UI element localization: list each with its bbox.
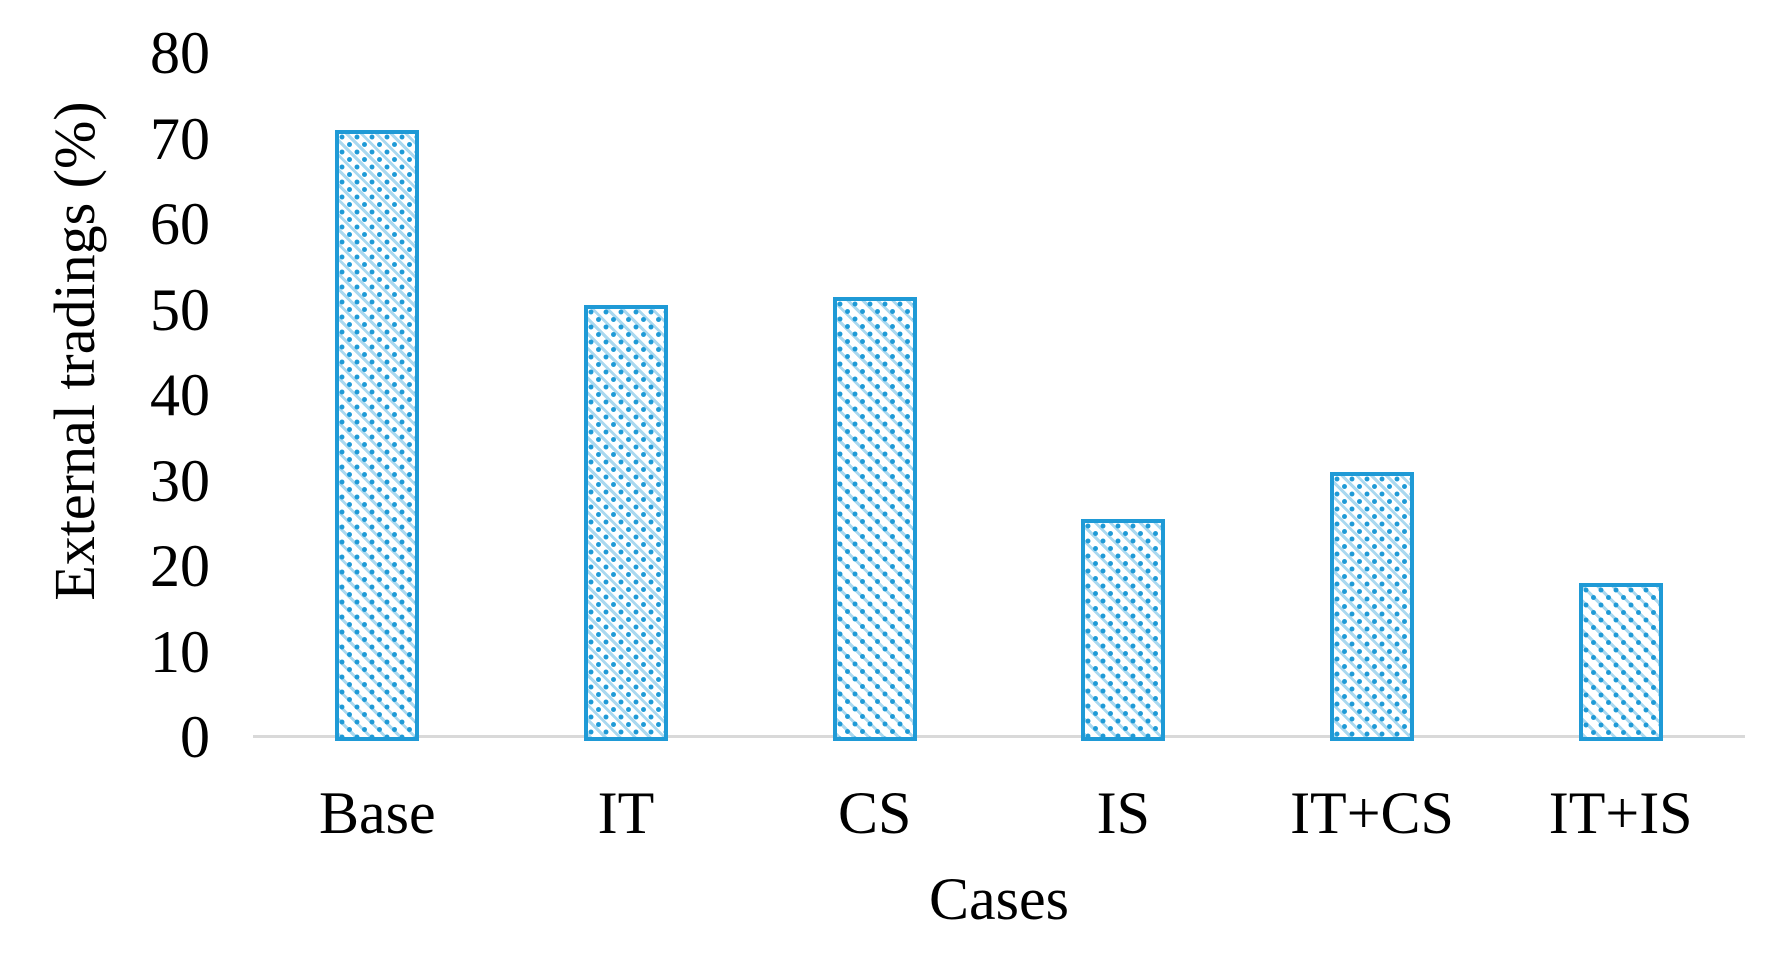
y-tick-label: 50	[150, 276, 210, 343]
y-tick-label: 10	[150, 618, 210, 685]
x-axis-line	[253, 735, 1745, 738]
y-tick-label: 30	[150, 447, 210, 514]
category-label-IT: IT	[597, 780, 655, 846]
bar-CS	[832, 296, 917, 741]
bar-IT	[584, 305, 668, 741]
bar-IT+CS	[1330, 471, 1414, 741]
category-label-IS: IS	[1096, 780, 1150, 846]
category-label-IT+CS: IT+CS	[1290, 780, 1454, 846]
bar-Base	[335, 129, 420, 741]
y-tick-label: 20	[150, 533, 210, 599]
y-tick-label: 80	[150, 20, 210, 86]
bar-IS	[1081, 518, 1166, 741]
category-label-CS: CS	[837, 780, 912, 846]
category-label-IT+IS: IT+IS	[1548, 780, 1693, 846]
y-tick-label: 40	[150, 362, 210, 428]
category-label-Base: Base	[319, 780, 436, 846]
y-tick-label: 60	[150, 191, 210, 257]
y-tick-label: 70	[150, 105, 210, 172]
bar-IT+IS	[1578, 583, 1663, 741]
x-axis-title: Cases	[929, 866, 1069, 932]
y-tick-label: 0	[180, 704, 210, 770]
